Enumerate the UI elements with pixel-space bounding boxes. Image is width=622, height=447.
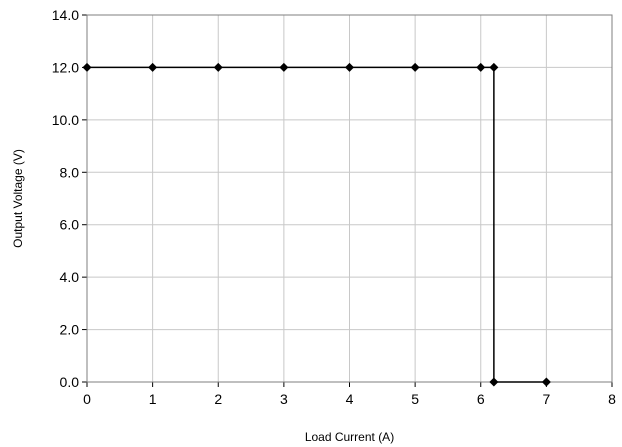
series-line bbox=[87, 66, 547, 383]
y-tick-labels: 0.0 2.0 4.0 6.0 8.0 10.0 12.0 14.0 bbox=[52, 7, 79, 390]
x-tick-label: 2 bbox=[214, 391, 222, 407]
y-tick-label: 12.0 bbox=[52, 59, 79, 75]
x-tick-label: 8 bbox=[608, 391, 616, 407]
data-point-marker bbox=[410, 62, 420, 72]
data-point-marker bbox=[279, 62, 289, 72]
plot-area bbox=[86, 14, 613, 383]
x-tick-label: 1 bbox=[149, 391, 157, 407]
x-tick-label: 4 bbox=[346, 391, 354, 407]
data-point-marker bbox=[489, 377, 499, 387]
x-axis-title: Load Current (A) bbox=[305, 430, 394, 444]
data-point-marker bbox=[213, 62, 223, 72]
data-point-marker bbox=[476, 62, 486, 72]
x-tick-label: 5 bbox=[411, 391, 419, 407]
data-point-marker bbox=[489, 62, 499, 72]
x-tick-label: 6 bbox=[477, 391, 485, 407]
y-tick-label: 0.0 bbox=[60, 374, 80, 390]
y-tick-label: 8.0 bbox=[60, 164, 80, 180]
x-tick-label: 3 bbox=[280, 391, 288, 407]
x-tick-label: 7 bbox=[542, 391, 550, 407]
y-tick-label: 2.0 bbox=[60, 322, 80, 338]
x-tick-label: 0 bbox=[83, 391, 91, 407]
y-axis-title: Output Voltage (V) bbox=[11, 149, 25, 248]
x-tick-labels: 0 1 2 3 4 5 6 7 8 bbox=[83, 391, 616, 407]
data-point-marker bbox=[82, 62, 92, 72]
data-point-marker bbox=[345, 62, 354, 72]
series-layer bbox=[82, 62, 551, 387]
tick-marks bbox=[82, 14, 613, 387]
y-tick-label: 6.0 bbox=[60, 217, 80, 233]
y-tick-label: 10.0 bbox=[52, 112, 79, 128]
data-point-marker bbox=[541, 377, 551, 387]
data-point-marker bbox=[148, 62, 158, 72]
y-tick-label: 4.0 bbox=[60, 269, 80, 285]
y-tick-label: 14.0 bbox=[52, 7, 79, 23]
